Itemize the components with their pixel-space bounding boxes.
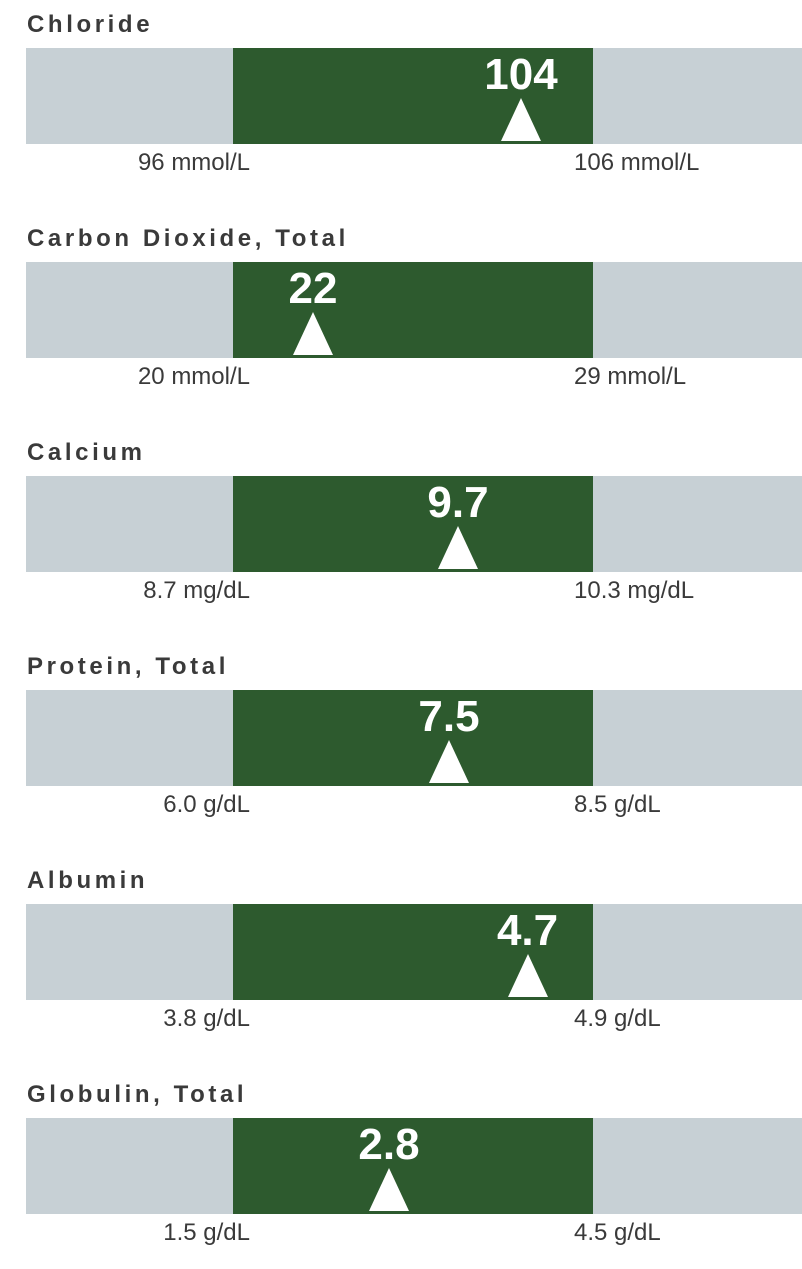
- normal-range-band: 22: [233, 262, 593, 358]
- range-track: 104: [26, 48, 802, 144]
- lab-result-protein-total: Protein, Total 7.5 6.0 g/dL 8.5 g/dL: [0, 642, 802, 832]
- test-name: Globulin, Total: [27, 1081, 248, 1108]
- range-high-label: 4.9 g/dL: [574, 1005, 661, 1032]
- range-low-label: 6.0 g/dL: [163, 791, 250, 818]
- normal-range-band: 9.7: [233, 476, 593, 572]
- range-track: 4.7: [26, 904, 802, 1000]
- range-low-label: 3.8 g/dL: [163, 1005, 250, 1032]
- lab-result-carbon-dioxide: Carbon Dioxide, Total 22 20 mmol/L 29 mm…: [0, 214, 802, 404]
- triangle-up-icon: [429, 740, 469, 783]
- result-value: 7.5: [418, 692, 480, 741]
- triangle-up-icon: [293, 312, 333, 355]
- range-low-label: 8.7 mg/dL: [143, 577, 250, 604]
- range-track: 2.8: [26, 1118, 802, 1214]
- range-track: 7.5: [26, 690, 802, 786]
- lab-result-albumin: Albumin 4.7 3.8 g/dL 4.9 g/dL: [0, 856, 802, 1046]
- normal-range-band: 4.7: [233, 904, 593, 1000]
- test-name: Protein, Total: [27, 653, 229, 680]
- lab-result-globulin-total: Globulin, Total 2.8 1.5 g/dL 4.5 g/dL: [0, 1070, 802, 1260]
- test-name: Chloride: [27, 11, 154, 38]
- triangle-up-icon: [507, 954, 548, 997]
- range-high-label: 10.3 mg/dL: [574, 577, 695, 604]
- range-high-label: 8.5 g/dL: [574, 791, 661, 818]
- range-track: 22: [26, 262, 802, 358]
- normal-range-band: 104: [233, 48, 593, 144]
- normal-range-band: 2.8: [233, 1118, 593, 1214]
- result-value: 4.7: [496, 906, 559, 955]
- result-value: 22: [288, 264, 338, 313]
- range-high-label: 4.5 g/dL: [574, 1219, 661, 1246]
- triangle-up-icon: [438, 526, 478, 569]
- triangle-up-icon: [501, 98, 541, 141]
- result-value: 9.7: [427, 478, 489, 527]
- triangle-up-icon: [369, 1168, 409, 1211]
- normal-range-band: 7.5: [233, 690, 593, 786]
- range-high-label: 29 mmol/L: [574, 363, 687, 390]
- test-name: Carbon Dioxide, Total: [27, 225, 349, 252]
- result-value: 2.8: [358, 1120, 420, 1169]
- range-high-label: 106 mmol/L: [574, 149, 700, 176]
- range-track: 9.7: [26, 476, 802, 572]
- range-low-label: 1.5 g/dL: [163, 1219, 250, 1246]
- range-low-label: 96 mmol/L: [137, 149, 250, 176]
- lab-result-chloride: Chloride 104 96 mmol/L 106 mmol/L: [0, 0, 802, 190]
- test-name: Calcium: [27, 439, 146, 466]
- lab-result-calcium: Calcium 9.7 8.7 mg/dL 10.3 mg/dL: [0, 428, 802, 618]
- test-name: Albumin: [27, 867, 149, 894]
- result-value: 104: [484, 50, 558, 99]
- range-low-label: 20 mmol/L: [137, 363, 250, 390]
